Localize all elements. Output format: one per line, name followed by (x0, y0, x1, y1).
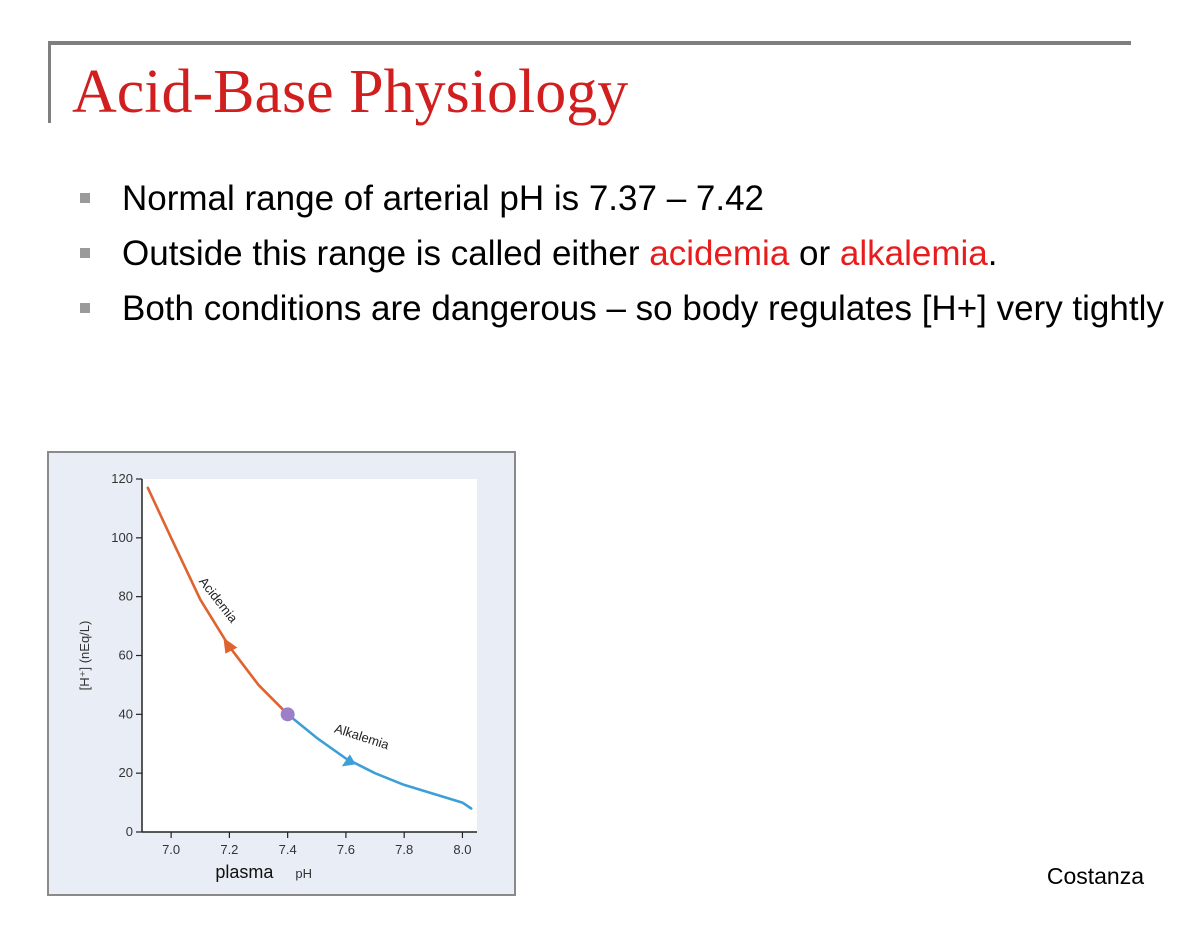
term-acidemia: acidemia (649, 234, 790, 273)
bullet-item: Outside this range is called either acid… (76, 233, 1186, 274)
x-axis-label: plasma (215, 862, 274, 882)
alkalemia-arrow-icon (341, 754, 356, 767)
x-tick-label: 8.0 (453, 842, 471, 857)
y-tick-label: 40 (119, 706, 133, 721)
x-tick-label: 7.2 (220, 842, 238, 857)
y-axis-label: [H⁺] (nEq/L) (77, 621, 92, 691)
square-bullet-icon (80, 193, 90, 203)
square-bullet-icon (80, 248, 90, 258)
acidemia-arrow-icon (223, 637, 238, 654)
plot-area (142, 479, 477, 832)
normal-ph-point (280, 707, 295, 722)
bullet-text: Both conditions are dangerous – so body … (122, 289, 1164, 328)
chart-axes: 7.0 7.2 7.4 7.6 7.8 8.0 0 20 40 60 80 100 120 (111, 471, 477, 857)
x-tick-label: 7.8 (395, 842, 413, 857)
chart-series (146, 486, 473, 810)
bullet-text: or (789, 234, 840, 273)
y-tick-label: 100 (111, 530, 133, 545)
series-line-alkalemia (286, 712, 473, 810)
ph-chart: 7.0 7.2 7.4 7.6 7.8 8.0 0 20 40 60 80 100 120 [H⁺] (… (77, 471, 477, 882)
x-tick-label: 7.0 (162, 842, 180, 857)
bullet-list: Normal range of arterial pH is 7.37 – 7.… (76, 178, 1186, 343)
bullet-item: Normal range of arterial pH is 7.37 – 7.… (76, 178, 1186, 219)
bullet-text: Normal range of arterial pH is 7.37 – 7.… (122, 179, 764, 218)
slide-title: Acid-Base Physiology (72, 58, 629, 126)
ph-chart-figure: 7.0 7.2 7.4 7.6 7.8 8.0 0 20 40 60 80 100 120 [H⁺] (… (47, 451, 516, 896)
y-tick-label: 20 (119, 765, 133, 780)
bullet-item: Both conditions are dangerous – so body … (76, 288, 1186, 329)
title-rule (48, 41, 1131, 45)
credit-text: Costanza (1046, 863, 1144, 889)
y-tick-label: 80 (119, 589, 133, 604)
x-tick-label: 7.6 (337, 842, 355, 857)
square-bullet-icon (80, 303, 90, 313)
y-tick-label: 0 (126, 824, 133, 839)
x-tick-label: 7.4 (279, 842, 297, 857)
title-rule-left (48, 41, 51, 123)
bullet-text: . (987, 234, 998, 273)
x-axis-unit: pH (295, 866, 312, 881)
y-tick-label: 60 (119, 648, 133, 663)
bullet-text: Outside this range is called either (122, 234, 650, 273)
y-tick-label: 120 (111, 471, 133, 486)
series-line-acidemia (146, 486, 289, 716)
term-alkalemia: alkalemia (839, 234, 988, 273)
